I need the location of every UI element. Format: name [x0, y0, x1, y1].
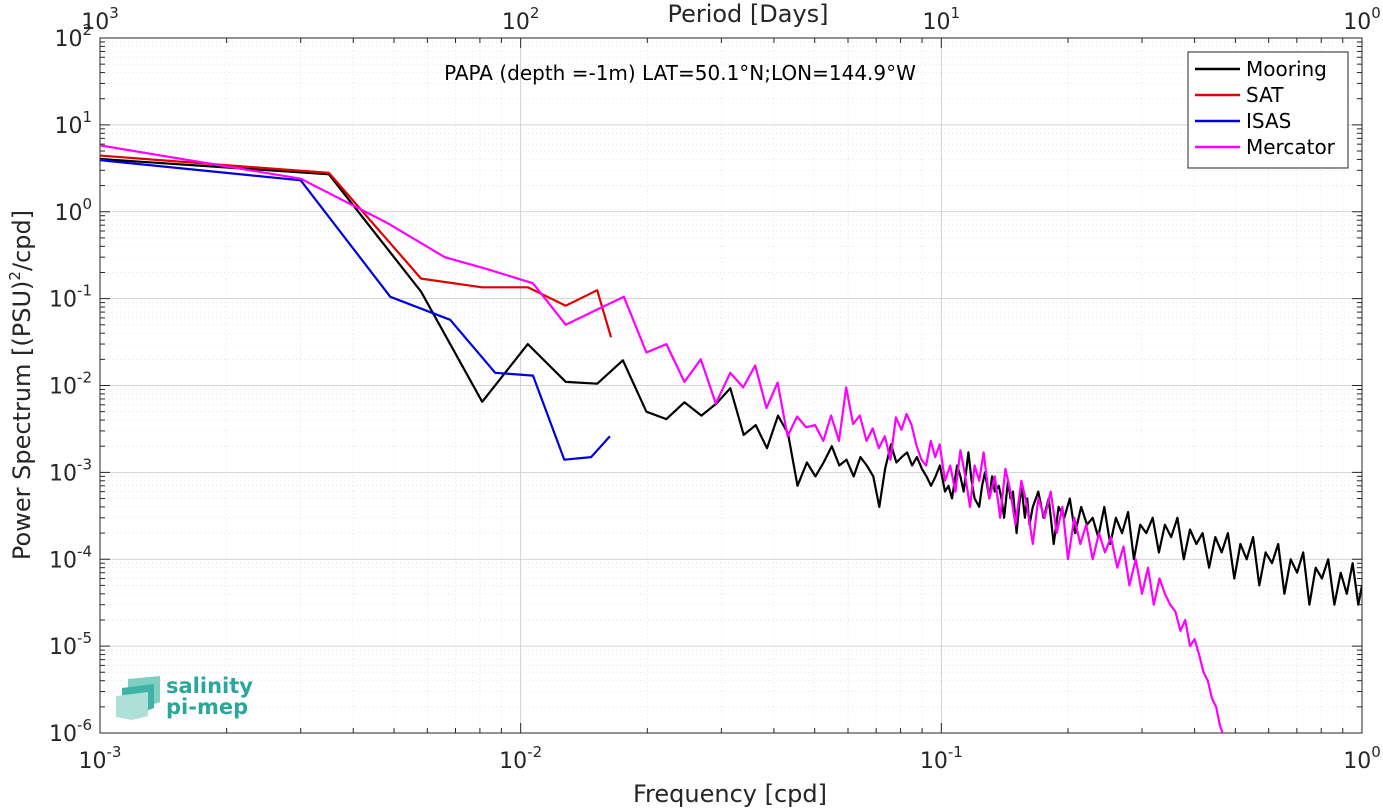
top-tick-base: 10	[502, 10, 530, 35]
top-tick-base: 10	[81, 10, 109, 35]
x-tick-exp: -2	[527, 743, 542, 761]
top-axis-label: Period [Days]	[667, 0, 828, 28]
major-grid	[99, 37, 1363, 734]
x-tick-exp: 0	[1371, 743, 1381, 761]
series-line-sat	[100, 154, 613, 338]
x-tick-exp: -3	[107, 743, 122, 761]
series-line-mercator	[100, 144, 1224, 733]
top-tick-exp: 1	[951, 4, 961, 22]
y-tick-label: 10-4	[49, 542, 92, 573]
y-tick-exp: 0	[82, 195, 92, 213]
y-tick-label: 102	[54, 21, 92, 52]
legend-label-isas: ISAS	[1246, 109, 1291, 133]
y-tick-label: 10-5	[49, 629, 92, 660]
y-tick-label: 10-6	[49, 716, 92, 747]
y-axis-label: Power Spectrum [(PSU)2/cpd]	[6, 210, 36, 560]
x-tick-label: 10-1	[920, 743, 963, 774]
x-tick-base: 10	[920, 749, 948, 774]
top-tick-label: 102	[502, 4, 540, 35]
y-tick-exp: 2	[82, 21, 92, 39]
y-tick-base: 10	[49, 548, 77, 573]
y-tick-base: 10	[49, 461, 77, 486]
y-axis-label-main: Power Spectrum [(PSU)	[8, 281, 36, 560]
y-tick-exp: 1	[82, 108, 92, 126]
y-tick-label: 10-1	[49, 282, 92, 313]
y-tick-exp: -5	[77, 629, 92, 647]
y-axis-label-sup: 2	[6, 271, 24, 281]
y-tick-exp: -6	[77, 716, 92, 734]
top-tick-label: 103	[81, 4, 119, 35]
logo-wave-1	[116, 692, 148, 720]
legend-label-mooring: Mooring	[1246, 57, 1327, 81]
axis-ticks	[99, 37, 1363, 734]
top-tick-label: 100	[1343, 4, 1381, 35]
top-tick-base: 10	[923, 10, 951, 35]
y-tick-label: 10-3	[49, 455, 92, 486]
top-tick-exp: 3	[109, 4, 119, 22]
series-line-isas	[100, 159, 611, 461]
y-tick-base: 10	[54, 201, 82, 226]
y-tick-label: 100	[54, 195, 92, 226]
x-tick-base: 10	[1343, 749, 1371, 774]
top-tick-exp: 2	[530, 4, 540, 22]
y-tick-exp: -2	[77, 369, 92, 387]
y-tick-base: 10	[49, 722, 77, 747]
y-tick-base: 10	[49, 288, 77, 313]
y-tick-base: 10	[49, 375, 77, 400]
y-axis-label-tail: /cpd]	[8, 210, 36, 271]
logo-text-line2: pi-mep	[166, 695, 248, 719]
y-tick-base: 10	[49, 635, 77, 660]
x-tick-exp: -1	[948, 743, 963, 761]
chart-annotation: PAPA (depth =-1m) LAT=50.1°N;LON=144.9°W	[444, 61, 916, 85]
x-tick-base: 10	[79, 749, 107, 774]
top-tick-base: 10	[1343, 10, 1371, 35]
x-tick-label: 10-3	[79, 743, 122, 774]
y-tick-exp: -4	[77, 542, 92, 560]
y-tick-base: 10	[54, 114, 82, 139]
top-tick-exp: 0	[1371, 4, 1381, 22]
y-tick-label: 10-2	[49, 369, 92, 400]
legend-label-mercator: Mercator	[1246, 135, 1336, 159]
x-tick-base: 10	[499, 749, 527, 774]
x-tick-label: 10-2	[499, 743, 542, 774]
y-tick-exp: -3	[77, 455, 92, 473]
x-axis-label: Frequency [cpd]	[633, 780, 827, 808]
y-tick-label: 101	[54, 108, 92, 139]
y-tick-exp: -1	[77, 282, 92, 300]
top-tick-label: 101	[923, 4, 961, 35]
logo-text-line1: salinity	[166, 674, 253, 698]
y-tick-base: 10	[54, 27, 82, 52]
salinity-pi-mep-logo: salinity pi-mep	[116, 674, 253, 720]
legend-box	[1187, 51, 1349, 169]
x-tick-label: 100	[1343, 743, 1381, 774]
series-layer	[100, 144, 1362, 733]
legend-label-sat: SAT	[1246, 83, 1284, 107]
